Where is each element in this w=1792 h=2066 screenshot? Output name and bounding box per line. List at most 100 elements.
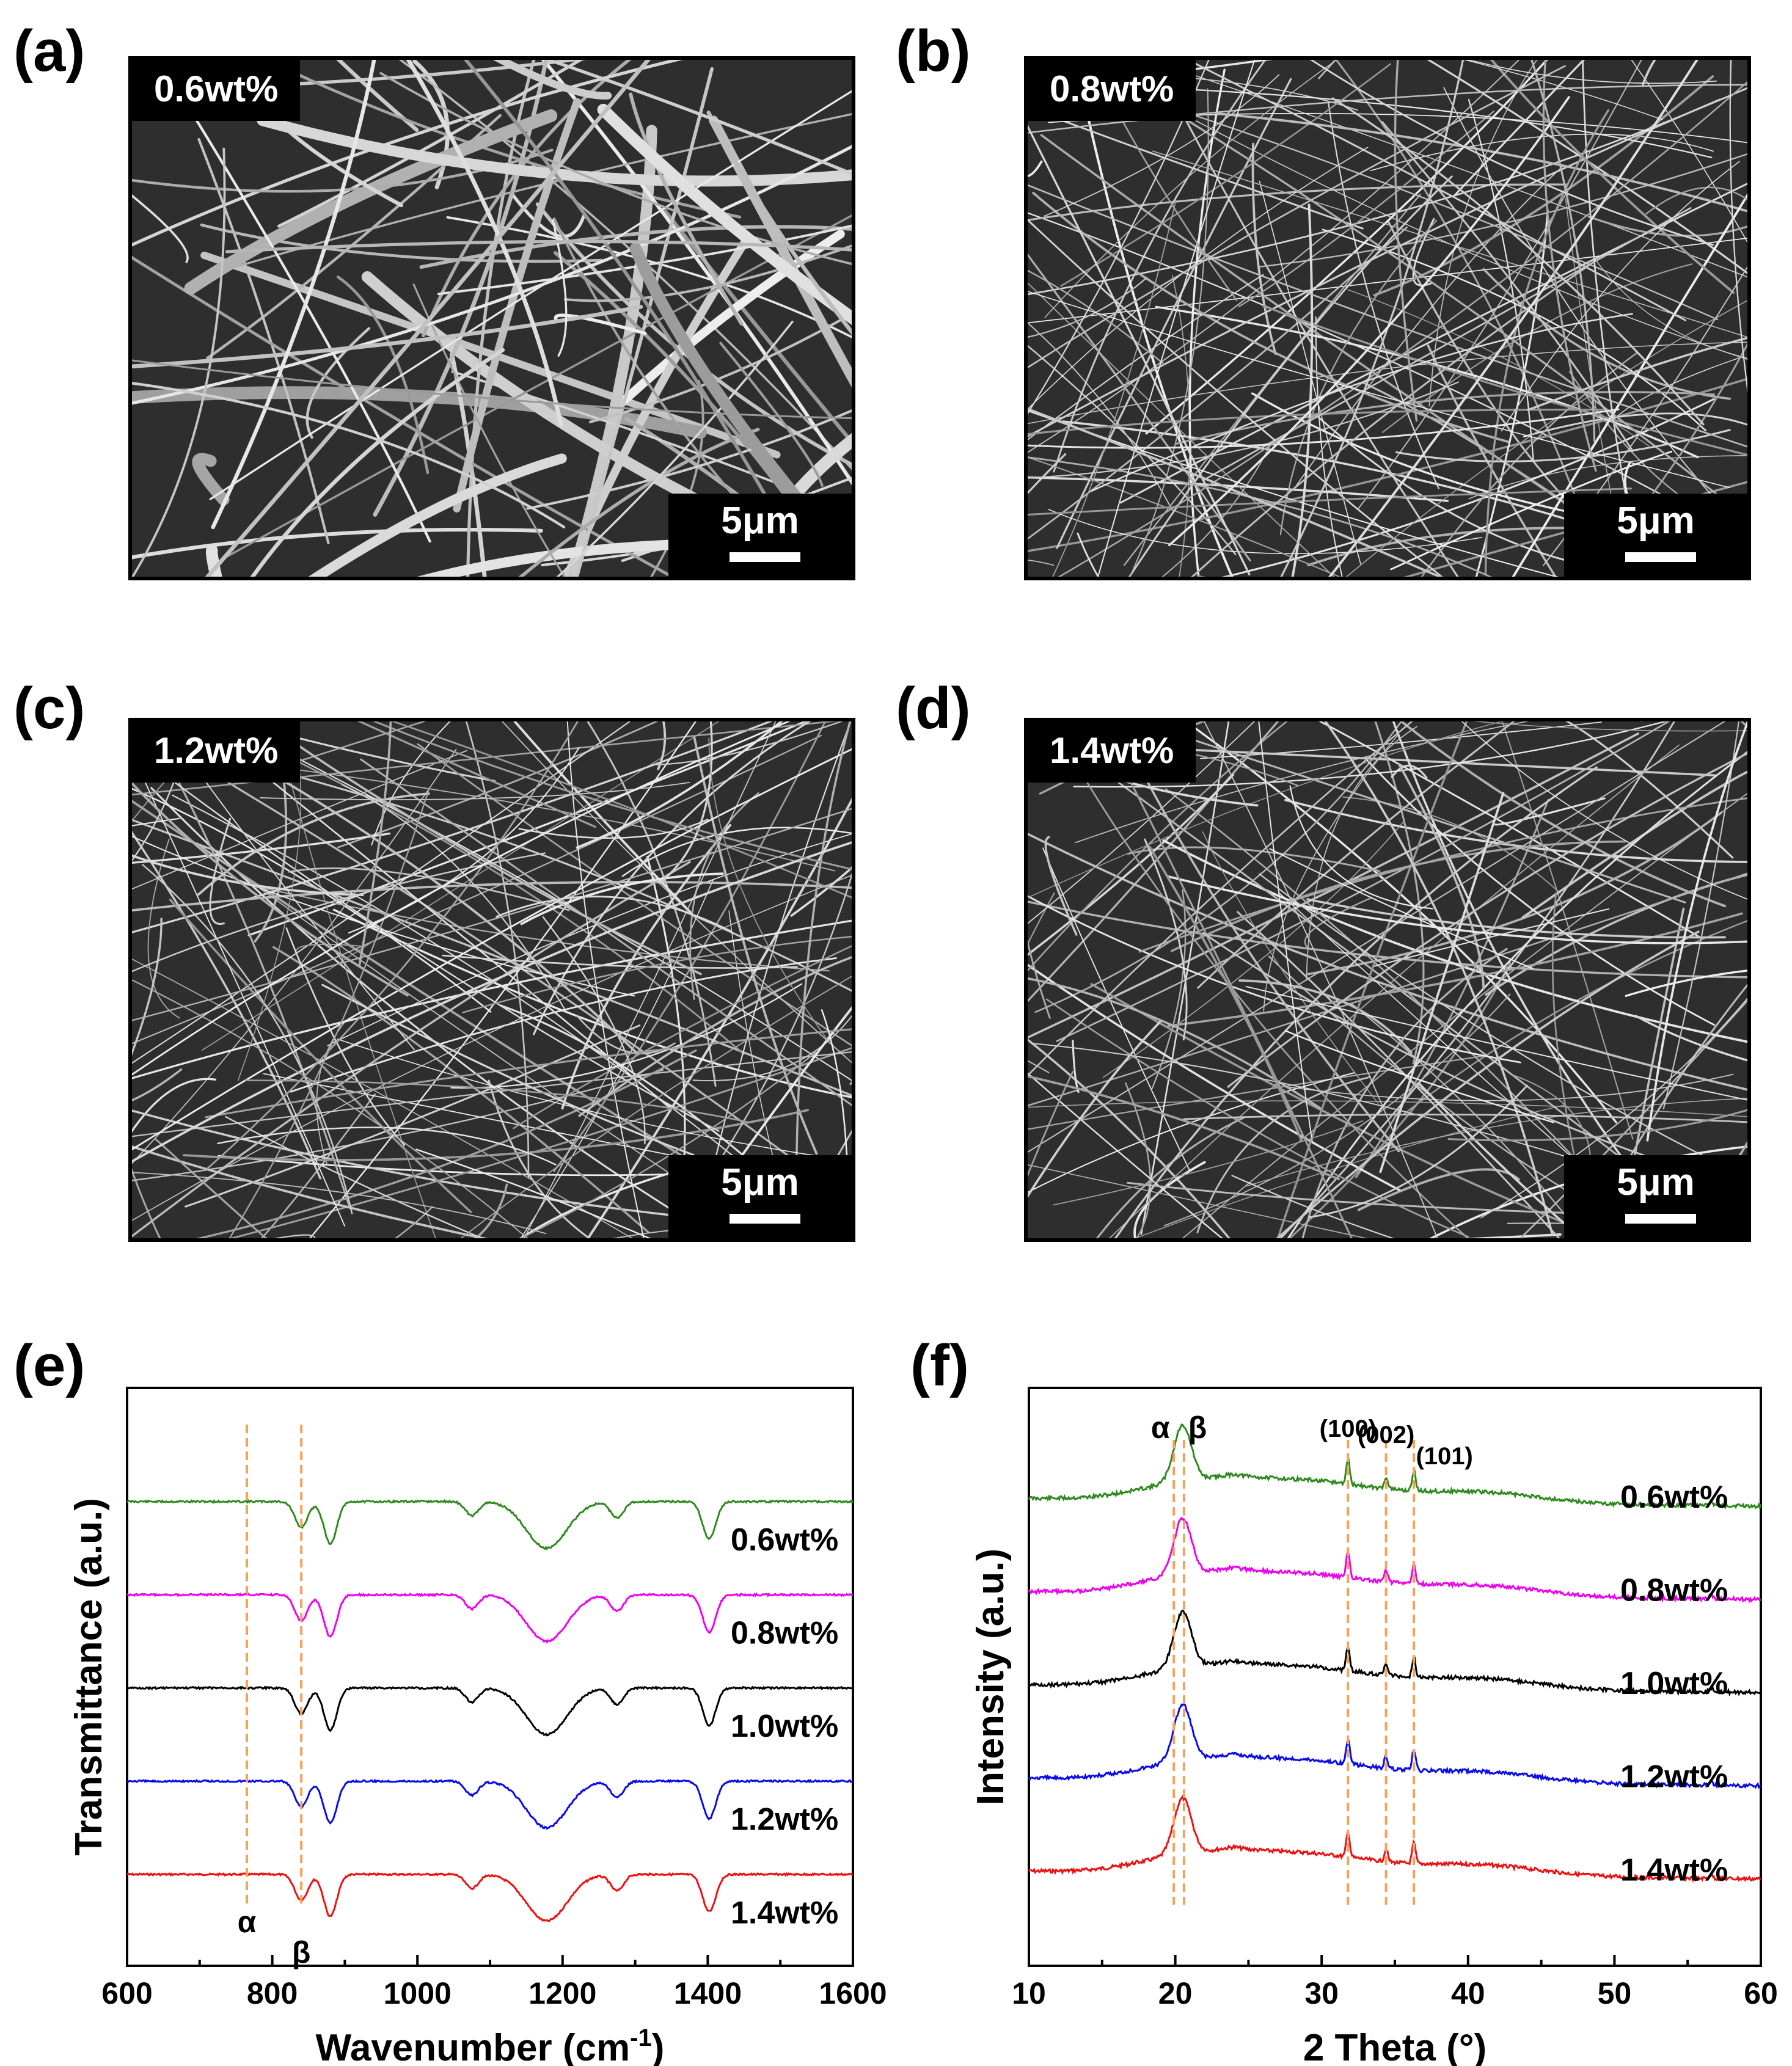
x-tick-label: 1200 [528, 1976, 596, 2010]
fiber [554, 313, 647, 335]
fiber [1028, 560, 1055, 566]
fiber [1342, 796, 1561, 894]
fiber [196, 842, 710, 1201]
fiber [1044, 60, 1337, 318]
fiber [1144, 838, 1188, 1041]
fiber [132, 305, 643, 369]
fiber [1335, 60, 1584, 517]
fiber [1042, 847, 1190, 1171]
fiber [132, 721, 773, 933]
fiber [719, 341, 824, 487]
fiber [305, 327, 371, 439]
fiber [1028, 453, 1067, 495]
fiber [342, 784, 565, 1010]
fiber-texture [1028, 60, 1747, 577]
fiber [1565, 721, 1734, 859]
series-line [1028, 1702, 1761, 1789]
fiber [132, 255, 675, 577]
sem-image-c: 1.2wt% 5μm [128, 718, 855, 1242]
fiber [260, 1093, 376, 1238]
fiber [1028, 378, 1747, 552]
fiber [1028, 476, 1449, 502]
fiber [132, 852, 546, 973]
fiber [1028, 892, 1055, 946]
fiber [575, 67, 714, 577]
fiber [273, 1234, 316, 1238]
fiber [1060, 63, 1391, 287]
fiber [358, 721, 392, 966]
fiber [1287, 751, 1747, 1238]
fiber [1306, 726, 1418, 981]
fiber [1028, 721, 1256, 924]
fiber [132, 748, 852, 1151]
fiber [520, 872, 724, 925]
plot-frame [126, 1387, 854, 1967]
fiber [132, 1145, 489, 1238]
fiber [462, 936, 852, 1013]
series-label: 1.4wt% [1620, 1852, 1728, 1888]
fiber [552, 219, 568, 357]
fiber [1490, 60, 1735, 294]
fiber [460, 976, 852, 1238]
fiber [132, 781, 409, 997]
fiber [1148, 845, 1303, 1142]
fiber [132, 752, 346, 1227]
fiber [1373, 75, 1714, 297]
fiber [1227, 752, 1747, 1088]
fiber [217, 1126, 557, 1166]
fiber [229, 788, 430, 1238]
fiber [1028, 61, 1719, 321]
x-axis-label: 2 Theta (°) [1303, 2027, 1487, 2066]
x-tick-label: 20 [1158, 1976, 1193, 2010]
fiber [132, 145, 852, 405]
fiber [1427, 344, 1557, 577]
sem-image-b: 0.8wt% 5μm [1024, 56, 1751, 580]
fiber [1140, 721, 1230, 1235]
fiber [1152, 150, 1747, 338]
scale-bar-line [1625, 552, 1696, 562]
fiber [233, 880, 830, 972]
fiber [1028, 721, 1726, 1153]
x-tick-label: 1400 [674, 1976, 742, 2010]
series-line [1028, 1423, 1762, 1511]
fiber [1166, 875, 1747, 944]
sem-label-b: 0.8wt% [1028, 60, 1196, 121]
fiber [1089, 60, 1238, 301]
guide-label: β [1188, 1411, 1207, 1445]
fiber [213, 214, 852, 565]
fiber [513, 721, 693, 915]
panel-letter-b: (b) [896, 18, 971, 84]
fiber [1276, 930, 1700, 1238]
x-tick-label: 1600 [819, 1976, 887, 2010]
fiber [1309, 60, 1714, 246]
guide-label: (002) [1358, 1422, 1414, 1448]
fiber [132, 750, 467, 890]
fiber [200, 251, 781, 459]
fiber [150, 787, 720, 1238]
series-label: 1.2wt% [1620, 1759, 1728, 1795]
fiber [1056, 721, 1670, 1042]
fiber [1028, 409, 1604, 436]
fiber [336, 276, 430, 475]
fiber [657, 721, 667, 771]
fiber [1186, 60, 1687, 321]
fiber [1729, 60, 1747, 394]
fiber [1259, 873, 1747, 1179]
fiber [357, 721, 597, 828]
scale-bar-text: 5μm [1617, 500, 1695, 542]
fiber [1102, 821, 1404, 1078]
fiber [1028, 1071, 1074, 1178]
fiber [519, 1051, 817, 1238]
guide-label: (100) [1320, 1415, 1377, 1442]
fiber [1028, 407, 1443, 577]
fiber [1417, 1082, 1584, 1238]
scale-bar-text: 5μm [1617, 1161, 1695, 1203]
fiber [1138, 797, 1747, 953]
series-label: 1.0wt% [1620, 1666, 1728, 1701]
fiber [1044, 836, 1078, 936]
fiber [1168, 96, 1570, 547]
fiber [1355, 798, 1549, 1178]
fiber [1028, 732, 1640, 1039]
fiber [1028, 977, 1323, 1111]
fiber [261, 721, 702, 976]
